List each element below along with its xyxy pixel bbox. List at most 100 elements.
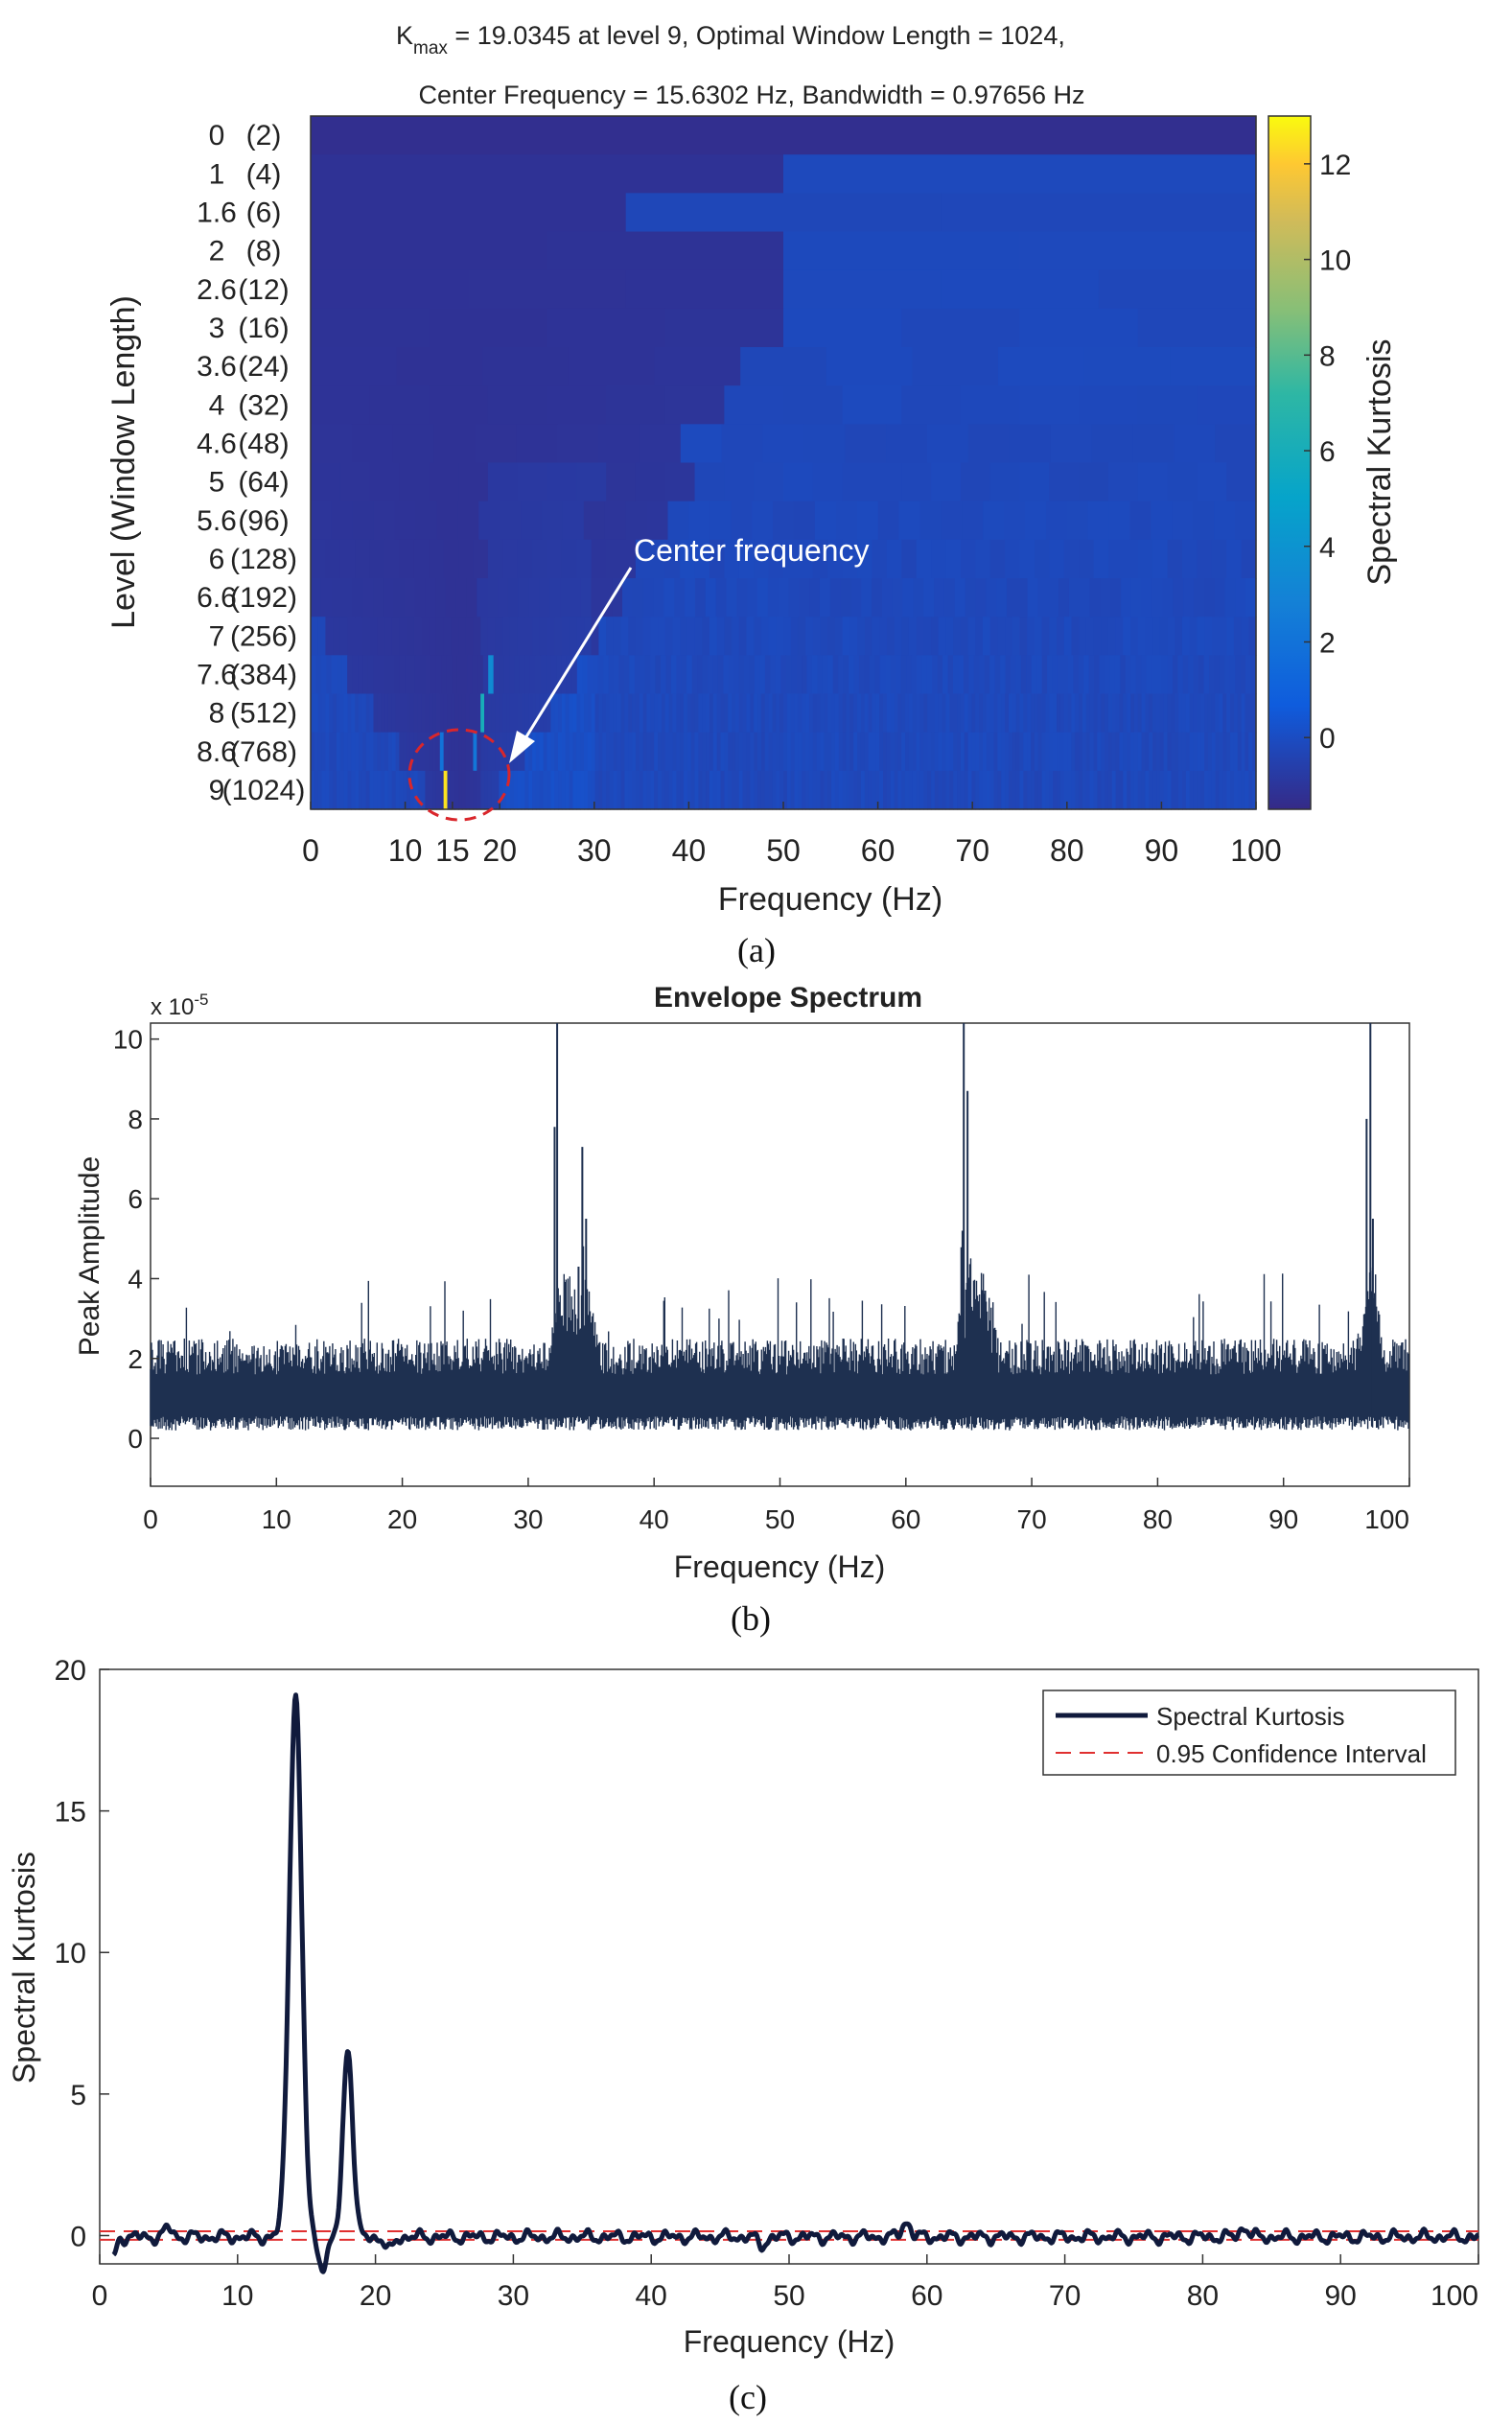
- kurtogram-cell: [812, 617, 822, 656]
- kurtogram-cell: [650, 617, 659, 656]
- kurtogram-cell: [676, 732, 681, 772]
- kurtogram-cell: [1226, 617, 1235, 656]
- kurtogram-cell: [347, 732, 352, 772]
- kurtogram-cell: [384, 732, 389, 772]
- kurtogram-cell: [1093, 732, 1098, 772]
- kurtogram-cell: [986, 693, 991, 734]
- kurtogram-cell: [886, 539, 902, 579]
- kurtogram-cell: [547, 385, 607, 425]
- legend-ci-label: 0.95 Confidence Interval: [1156, 1739, 1427, 1768]
- kurtogram-cell: [1079, 578, 1091, 618]
- kurtogram-cell: [957, 693, 962, 734]
- kurtogram-cell: [842, 385, 902, 425]
- kurtogram-cell: [1214, 655, 1221, 695]
- kurtogram-cell: [1114, 655, 1121, 695]
- kurtogram-cell: [993, 732, 998, 772]
- kurtogram-cell: [1111, 770, 1117, 810]
- kurtogram-cell: [1181, 617, 1191, 656]
- kurtogram-cell: [875, 693, 880, 734]
- kurtogram-cell: [388, 655, 395, 695]
- kurtogram-cell: [742, 693, 748, 734]
- kurtogram-cell: [587, 732, 593, 772]
- kurtogram-cell: [436, 501, 458, 541]
- kurtogram-cell: [975, 539, 991, 579]
- kurtogram-cell: [325, 732, 330, 772]
- kurtogram-cell: [783, 539, 800, 579]
- kurtogram-cell: [1149, 732, 1153, 772]
- kurtogram-cell: [728, 655, 734, 695]
- kurtogram-cell: [377, 732, 382, 772]
- kurtogram-cell: [606, 693, 611, 734]
- kurtogram-cell: [857, 539, 873, 579]
- kurtogram-cell: [1027, 693, 1032, 734]
- level-tick-label: 3: [209, 313, 225, 344]
- kurtogram-cell: [1137, 462, 1169, 502]
- x-tick-label: 50: [765, 1504, 795, 1534]
- kurtogram-cell: [843, 655, 849, 695]
- kurtogram-cell: [772, 770, 777, 810]
- kurtogram-cell: [455, 578, 468, 618]
- kurtogram-cell: [812, 462, 844, 502]
- kurtogram-cell: [403, 693, 407, 734]
- kurtogram-cell: [849, 617, 858, 656]
- kurtogram-cell: [1237, 770, 1243, 810]
- kurtogram-cell: [320, 578, 333, 618]
- kurtogram-cell: [524, 693, 529, 734]
- kurtogram-cell: [1034, 770, 1039, 810]
- kurtogram-cell: [953, 770, 958, 810]
- kurtogram-cell: [352, 655, 359, 695]
- kurtogram-cell: [860, 770, 866, 810]
- kurtogram-cell: [783, 231, 1021, 271]
- kurtogram-cell: [587, 655, 593, 695]
- x-tick-label: 90: [1325, 2280, 1357, 2312]
- kurtogram-cell: [311, 347, 398, 386]
- kurtogram-cell: [351, 732, 356, 772]
- kurtogram-cell: [984, 655, 990, 695]
- kurtogram-cell: [1123, 693, 1128, 734]
- kurtogram-cell: [724, 462, 755, 502]
- kurtogram-cell: [864, 770, 870, 810]
- kurtogram-cell: [949, 732, 954, 772]
- kurtogram-cell: [1175, 693, 1179, 734]
- kurtogram-cell: [1075, 693, 1080, 734]
- kurtogram-cell: [443, 617, 452, 656]
- kurtogram-cell: [1252, 693, 1257, 734]
- kurtogram-y-axis-label: Level (Window Length): [105, 295, 142, 629]
- kurtogram-cell: [628, 732, 633, 772]
- kurtogram-cell: [1198, 655, 1205, 695]
- kurtogram-cell: [901, 462, 932, 502]
- window-length-tick-label: (8): [246, 236, 282, 268]
- kurtogram-cell: [454, 693, 459, 734]
- kurtogram-cell: [1214, 501, 1236, 541]
- kurtogram-cell: [1159, 732, 1165, 772]
- kurtogram-cell: [333, 617, 341, 656]
- kurtogram-cell: [794, 770, 799, 810]
- kurtogram-cell: [1111, 693, 1117, 734]
- kurtogram-cell: [373, 770, 378, 810]
- kurtogram-cell: [441, 655, 448, 695]
- kurtogram-cell: [831, 770, 836, 810]
- kurtogram-cell: [576, 770, 581, 810]
- kurtogram-cell: [738, 617, 748, 656]
- kurtogram-cell: [664, 385, 725, 425]
- kurtogram-cell: [906, 655, 913, 695]
- kurtogram-cell: [983, 501, 1005, 541]
- kurtogram-cell: [487, 617, 497, 656]
- kurtogram-cell: [827, 693, 832, 734]
- kurtogram-cell: [373, 501, 396, 541]
- window-length-tick-label: (192): [230, 582, 297, 614]
- kurtogram-cell: [975, 578, 987, 618]
- kurtogram-cell: [949, 693, 954, 734]
- kurtogram-cell: [569, 770, 574, 810]
- kurtogram-cell: [1098, 269, 1257, 310]
- kurtogram-cell: [601, 578, 613, 618]
- kurtogram-cell: [798, 732, 803, 772]
- kurtogram-cell: [517, 539, 533, 579]
- kurtogram-cell: [857, 693, 862, 734]
- kurtogram-cell: [606, 732, 611, 772]
- kurtogram-cell: [558, 770, 563, 810]
- kurtogram-cell: [760, 732, 766, 772]
- kurtogram-cell: [369, 693, 375, 734]
- kurtogram-cell: [603, 655, 610, 695]
- kurtogram-cell: [942, 770, 947, 810]
